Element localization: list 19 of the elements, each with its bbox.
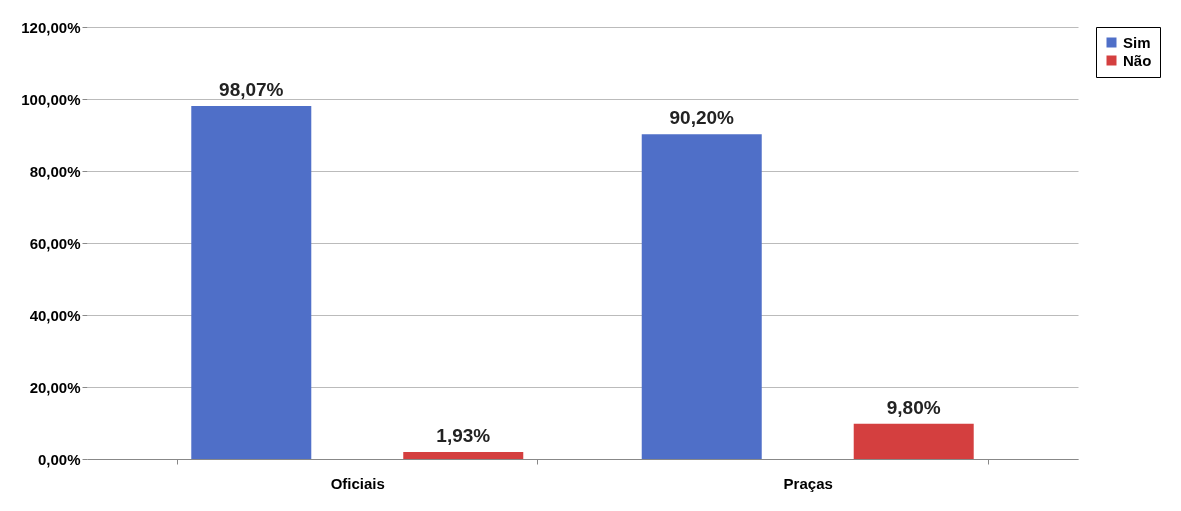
bar <box>403 452 524 459</box>
x-tick-label: Oficiais <box>330 474 385 492</box>
y-tick-label: 0,00% <box>37 450 81 468</box>
x-tick-label: Praças <box>783 474 833 492</box>
y-tick-label: 120,00% <box>21 18 81 36</box>
bar <box>641 134 762 459</box>
data-label: 9,80% <box>886 396 941 418</box>
y-tick-label: 60,00% <box>29 234 81 252</box>
bar <box>853 423 974 459</box>
legend-label: Não <box>1123 51 1152 69</box>
bar <box>191 105 312 459</box>
y-tick-label: 100,00% <box>21 90 81 108</box>
y-tick-label: 20,00% <box>29 378 81 396</box>
y-tick-label: 40,00% <box>29 306 81 324</box>
data-label: 90,20% <box>669 107 735 129</box>
y-tick-label: 80,00% <box>29 162 81 180</box>
legend-label: Sim <box>1123 33 1151 51</box>
data-label: 98,07% <box>219 78 284 100</box>
data-label: 1,93% <box>436 425 491 447</box>
